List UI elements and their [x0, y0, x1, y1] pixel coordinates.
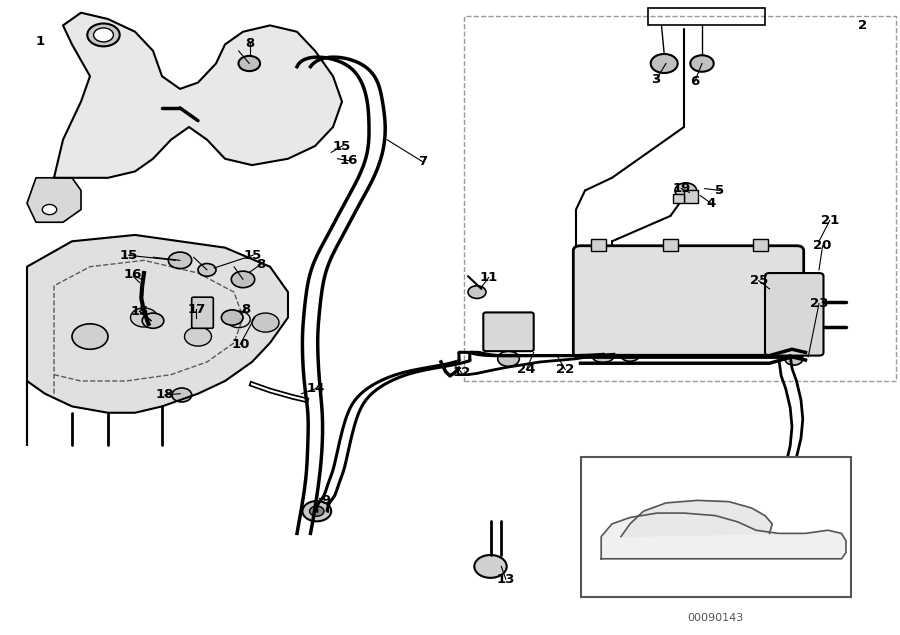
Text: 8: 8 [246, 37, 255, 50]
Circle shape [142, 313, 164, 328]
Circle shape [498, 351, 519, 366]
Text: 2: 2 [858, 19, 867, 32]
Circle shape [221, 310, 243, 325]
Circle shape [42, 204, 57, 215]
Text: 8: 8 [256, 258, 266, 271]
Circle shape [72, 324, 108, 349]
Text: 8: 8 [241, 304, 250, 316]
Circle shape [310, 506, 324, 516]
Text: 1: 1 [36, 35, 45, 48]
Text: 16: 16 [124, 269, 142, 281]
Text: 25: 25 [750, 274, 768, 287]
Text: 23: 23 [810, 297, 828, 310]
Circle shape [651, 54, 678, 73]
Polygon shape [54, 13, 342, 178]
FancyBboxPatch shape [765, 273, 824, 356]
Text: 14: 14 [307, 382, 325, 395]
FancyBboxPatch shape [192, 297, 213, 328]
Circle shape [168, 252, 192, 269]
Circle shape [198, 264, 216, 276]
Text: 21: 21 [821, 214, 839, 227]
Text: 11: 11 [480, 271, 498, 284]
Circle shape [468, 286, 486, 298]
Circle shape [87, 23, 120, 46]
Circle shape [675, 183, 697, 198]
Circle shape [130, 308, 158, 327]
Circle shape [785, 264, 803, 276]
FancyBboxPatch shape [573, 246, 804, 358]
Text: 13: 13 [497, 573, 515, 585]
Bar [673, 194, 684, 203]
Circle shape [785, 352, 803, 365]
FancyBboxPatch shape [483, 312, 534, 351]
Polygon shape [621, 500, 772, 537]
Bar [648, 8, 765, 25]
Text: 12: 12 [453, 366, 471, 379]
Bar [684, 190, 698, 203]
Text: 6: 6 [690, 75, 699, 88]
Polygon shape [601, 513, 846, 559]
Text: 20: 20 [814, 239, 832, 252]
Text: 15: 15 [120, 249, 138, 262]
Text: 5: 5 [716, 184, 724, 197]
Bar [663, 239, 678, 251]
Circle shape [620, 347, 640, 361]
Text: 15: 15 [130, 305, 148, 318]
Circle shape [302, 501, 331, 521]
Text: 24: 24 [518, 363, 536, 376]
Polygon shape [27, 178, 81, 222]
Bar [753, 239, 768, 251]
Text: 15: 15 [333, 140, 351, 152]
Circle shape [172, 388, 192, 402]
Text: 16: 16 [340, 154, 358, 167]
Polygon shape [27, 235, 288, 444]
Circle shape [252, 313, 279, 332]
Circle shape [740, 536, 769, 556]
Bar [464, 16, 896, 381]
Text: 00090143: 00090143 [688, 613, 743, 623]
Bar [580, 457, 850, 597]
Text: 19: 19 [672, 182, 690, 195]
Circle shape [238, 56, 260, 71]
Circle shape [790, 548, 830, 576]
Text: 7: 7 [418, 156, 427, 168]
Bar [591, 239, 606, 251]
Text: 4: 4 [706, 197, 716, 210]
Circle shape [799, 554, 821, 570]
Circle shape [231, 271, 255, 288]
Text: 9: 9 [321, 494, 330, 507]
Circle shape [94, 28, 113, 42]
Text: 17: 17 [187, 303, 205, 316]
Circle shape [736, 546, 754, 559]
Circle shape [610, 548, 650, 576]
Circle shape [591, 346, 615, 363]
Circle shape [184, 327, 212, 346]
Text: 15: 15 [244, 249, 262, 262]
Text: 3: 3 [652, 73, 661, 86]
Text: 22: 22 [556, 363, 574, 376]
Circle shape [619, 554, 641, 570]
Text: 10: 10 [231, 338, 249, 351]
Circle shape [483, 561, 498, 572]
Text: 18: 18 [156, 389, 174, 401]
Circle shape [476, 556, 505, 577]
Circle shape [690, 55, 714, 72]
Circle shape [474, 555, 507, 578]
